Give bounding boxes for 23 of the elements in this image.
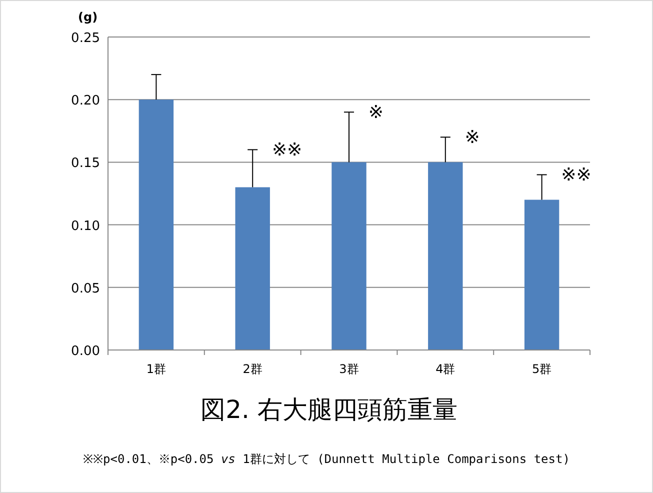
bar (235, 187, 270, 350)
text: 図2. 右大腿四頭筋重量 (200, 395, 458, 424)
bar (428, 162, 463, 350)
y-tick-label: 0.00 (71, 344, 100, 359)
x-tick-label: 3群 (339, 362, 359, 376)
x-tick-label: 2群 (242, 362, 262, 376)
annotation: ※ (368, 102, 384, 124)
bar (332, 162, 366, 350)
annotation: ※ (464, 127, 480, 148)
x-tick-label: 1群 (146, 362, 166, 376)
y-axis-title: (g) (78, 10, 98, 24)
y-tick-label: 0.05 (71, 281, 100, 296)
bar (524, 200, 560, 350)
text: ※※p<0.01、※p<0.05 vs 1群に対して (Dunnett Multiple Comparisons test) (83, 452, 570, 466)
y-tick-label: 0.20 (71, 94, 100, 109)
bar (138, 100, 174, 350)
x-tick-label: 4群 (436, 362, 456, 376)
annotation: ※※ (561, 164, 592, 186)
x-tick-label: 5群 (532, 362, 552, 376)
annotation: ※※ (272, 140, 302, 161)
y-tick-label: 0.15 (71, 156, 100, 172)
y-tick-label: 0.10 (71, 218, 100, 234)
y-tick-label: 0.25 (71, 31, 100, 46)
